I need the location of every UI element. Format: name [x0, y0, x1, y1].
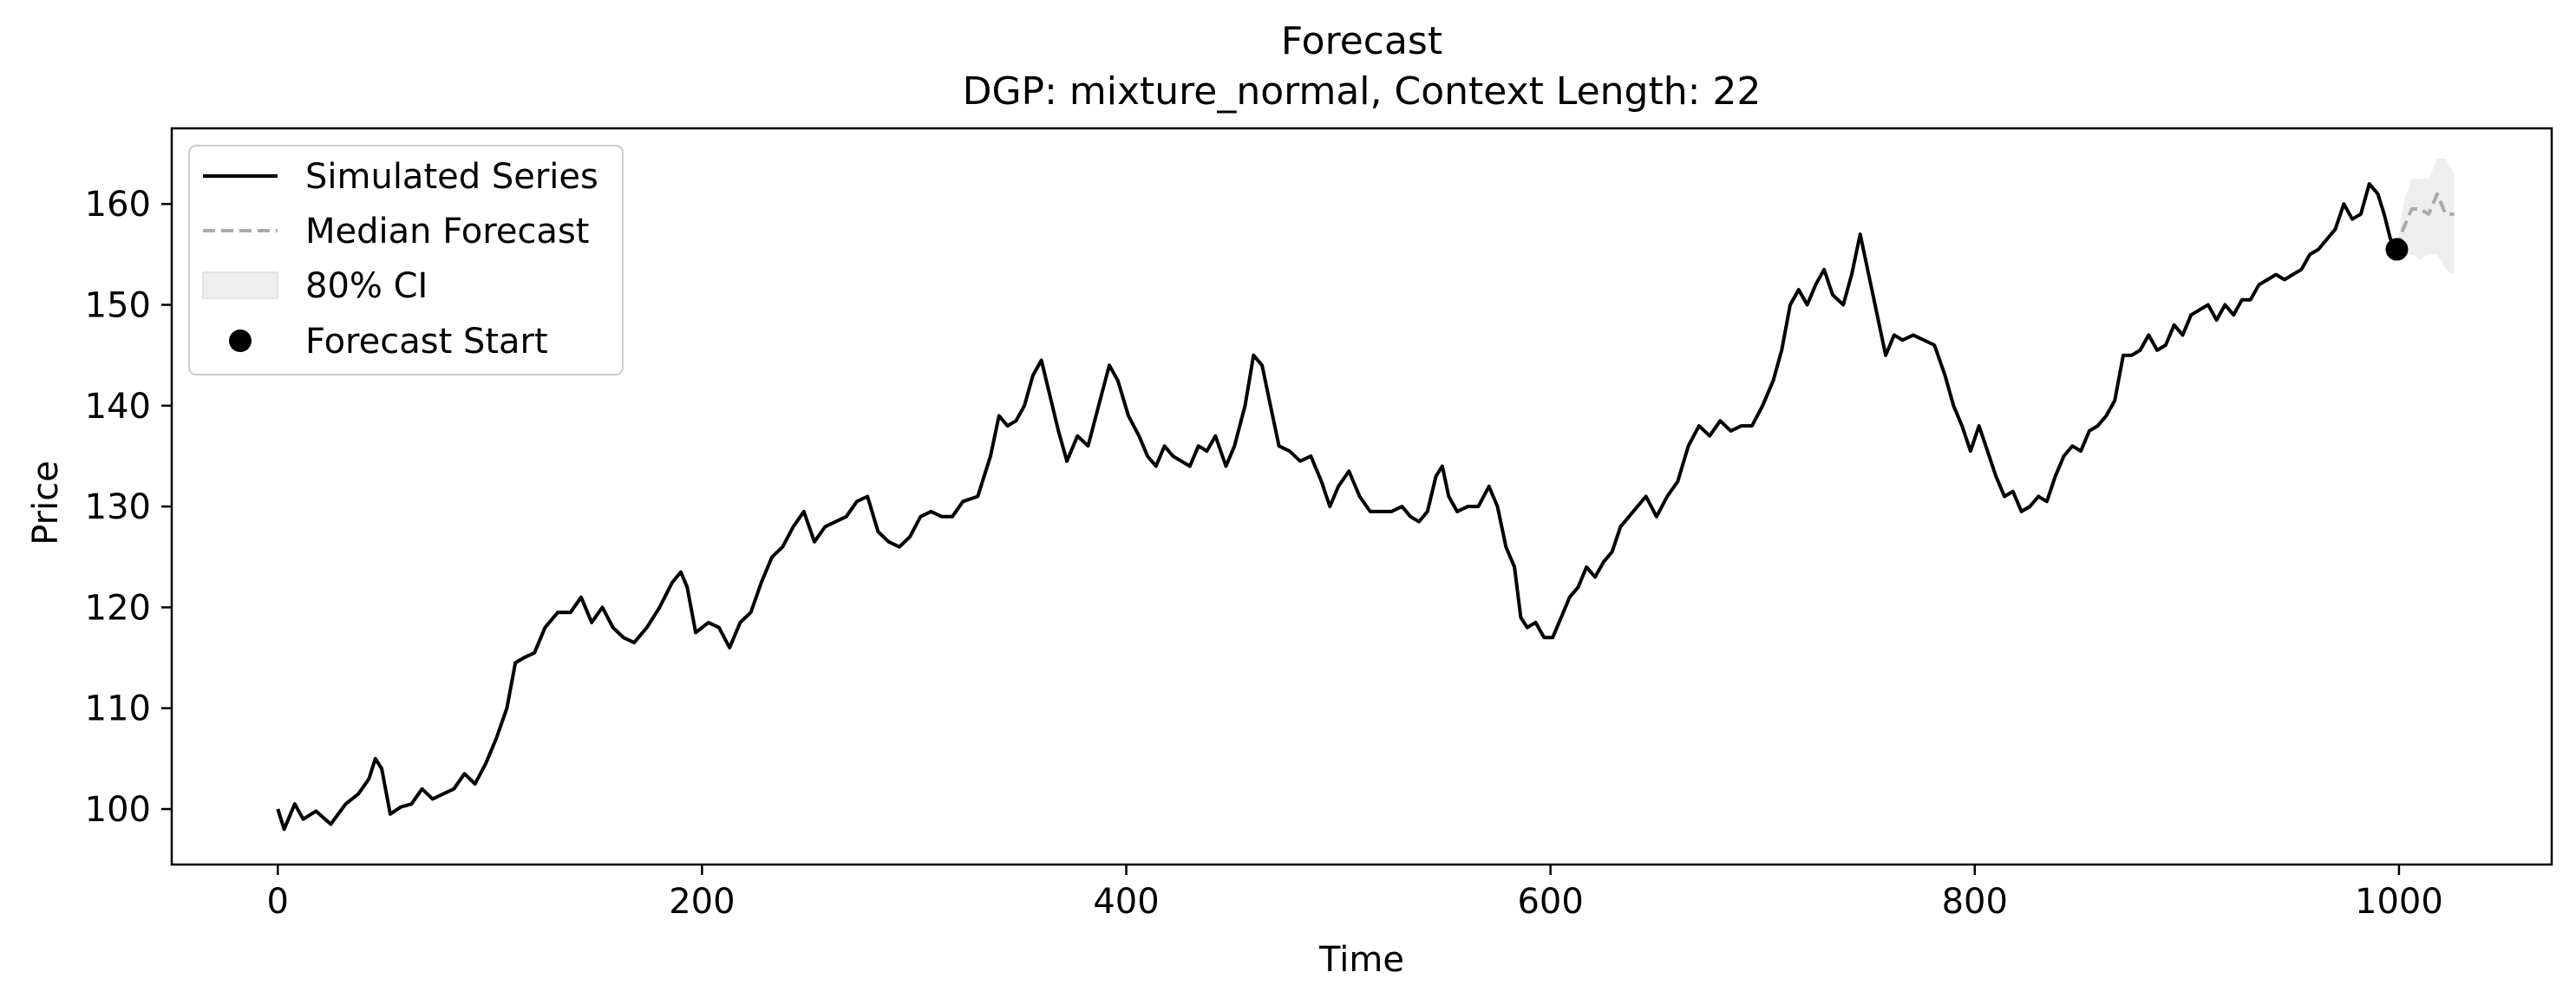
legend-label-80-ci: 80% CI — [305, 266, 428, 306]
legend-swatch-80-ci — [202, 271, 278, 299]
simulated-series-line — [276, 182, 2399, 832]
chart-subtitle: DGP: mixture_normal, Context Length: 22 — [963, 69, 1762, 114]
x-tick-label: 800 — [1942, 882, 2008, 922]
legend-label-simulated-series: Simulated Series — [305, 157, 598, 197]
median-forecast-line — [2395, 192, 2455, 251]
legend: Simulated Series Median Forecast 80% CI … — [188, 145, 624, 375]
x-tick-label: 1000 — [2355, 882, 2443, 922]
plot-frame — [170, 127, 2553, 866]
y-tick-label: 120 — [85, 588, 151, 628]
y-tick-label: 140 — [85, 387, 151, 427]
chart-title: Forecast — [1281, 19, 1442, 63]
y-tick-label: 100 — [85, 790, 151, 830]
legend-label-median-forecast: Median Forecast — [305, 212, 589, 251]
y-tick-label: 150 — [85, 286, 151, 326]
legend-swatch-forecast-start — [229, 330, 252, 352]
x-tick-label: 600 — [1517, 882, 1583, 922]
x-tick-label: 400 — [1093, 882, 1159, 922]
y-tick-label: 160 — [85, 185, 151, 225]
legend-frame — [188, 145, 624, 375]
x-tick-label: 200 — [669, 882, 735, 922]
forecast-start-marker — [2385, 238, 2409, 261]
y-tick-label: 130 — [85, 487, 151, 527]
x-axis-label: Time — [1318, 940, 1404, 980]
ci-80-band — [2396, 158, 2455, 275]
y-tick-label: 110 — [85, 689, 151, 729]
x-tick-label: 0 — [267, 882, 289, 922]
y-axis-label: Price — [26, 460, 66, 545]
legend-label-forecast-start: Forecast Start — [305, 322, 548, 362]
